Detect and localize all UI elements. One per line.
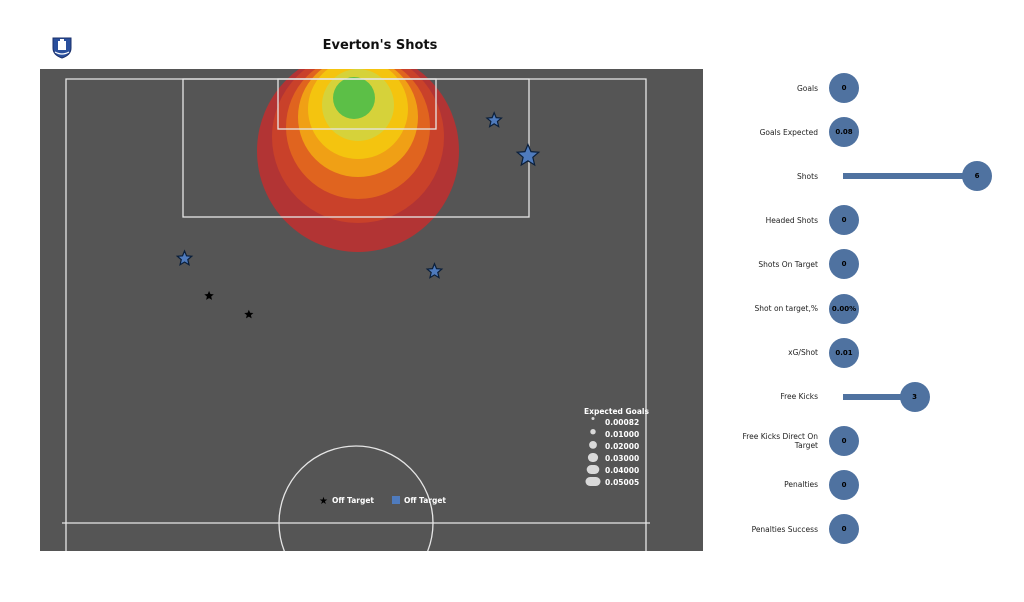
chart-title: Everton's Shots bbox=[322, 38, 438, 53]
stat-label: xG/Shot bbox=[788, 348, 818, 358]
stat-label: Penalties Success bbox=[751, 524, 818, 534]
stat-value: 6 bbox=[962, 161, 992, 192]
shot-marker bbox=[485, 111, 503, 128]
pitch-lines bbox=[62, 78, 650, 551]
stat-label: Goals Expected bbox=[759, 127, 818, 137]
stat-value: 0 bbox=[829, 514, 859, 544]
stat-value: 3 bbox=[899, 381, 930, 412]
everton-crest-icon bbox=[52, 37, 72, 59]
size-legend-marker bbox=[587, 453, 599, 462]
stat-value: 0 bbox=[829, 73, 859, 103]
legend-label-off-target-2: Off Target bbox=[404, 496, 446, 505]
stat-label: Headed Shots bbox=[765, 215, 818, 225]
size-legend-marker bbox=[590, 429, 596, 435]
size-legend-value: 0.01000 bbox=[605, 430, 639, 439]
stat-bar bbox=[843, 393, 906, 400]
heatmap-ring bbox=[333, 77, 375, 119]
stat-label: Shots On Target bbox=[758, 259, 818, 269]
shot-marker bbox=[204, 290, 214, 300]
stat-label: Goals bbox=[797, 83, 818, 93]
legend-star-icon: ★ bbox=[319, 496, 328, 507]
size-legend-value: 0.02000 bbox=[605, 442, 639, 451]
stat-value: 0.08 bbox=[829, 117, 859, 148]
size-legend-marker bbox=[585, 477, 601, 486]
size-legend-marker bbox=[586, 465, 600, 474]
center-circle bbox=[278, 445, 434, 551]
size-legend-marker bbox=[591, 417, 595, 420]
stat-value: 0 bbox=[829, 469, 859, 500]
stat-label: Free Kicks bbox=[780, 392, 818, 402]
size-legend-value: 0.03000 bbox=[605, 454, 639, 463]
stat-label: Free Kicks Direct On Target bbox=[742, 431, 818, 450]
shot-marker bbox=[175, 249, 194, 267]
size-legend-title: Expected Goals bbox=[584, 407, 649, 416]
shot-marker bbox=[515, 142, 541, 167]
xg-heatmap bbox=[257, 69, 459, 252]
size-legend-marker bbox=[589, 441, 597, 449]
stat-label: Penalties bbox=[784, 480, 818, 490]
shot-map: ★ Off Target Off Target Expected Goals 0… bbox=[40, 69, 703, 551]
size-legend-value: 0.00082 bbox=[605, 418, 639, 427]
shot-markers bbox=[175, 111, 541, 319]
shot-marker bbox=[425, 262, 444, 279]
stat-value: 0 bbox=[829, 249, 859, 280]
stat-bar bbox=[843, 173, 968, 180]
size-legend-value: 0.04000 bbox=[605, 466, 639, 475]
stat-label: Shot on target,% bbox=[754, 304, 818, 313]
legend-label-off-target-1: Off Target bbox=[332, 496, 374, 505]
stat-value: 0 bbox=[829, 205, 859, 236]
stat-value: 0 bbox=[829, 425, 859, 456]
stats-panel: Goals 0 Goals Expected 0.08 Shots 6 Headed Sho… bbox=[730, 0, 1024, 602]
xg-size-legend: Expected Goals 0.00082 0.01000 0.02000 0.03… bbox=[584, 407, 649, 487]
six-yard-box bbox=[277, 78, 437, 130]
size-legend-value: 0.05005 bbox=[605, 478, 639, 487]
outcome-legend: ★ Off Target Off Target bbox=[319, 496, 446, 507]
stat-value: 0.01 bbox=[829, 337, 859, 368]
stat-label: Shots bbox=[797, 171, 818, 181]
legend-square-icon bbox=[392, 496, 400, 504]
shot-marker bbox=[244, 309, 254, 319]
stat-value: 0.00% bbox=[829, 293, 859, 324]
